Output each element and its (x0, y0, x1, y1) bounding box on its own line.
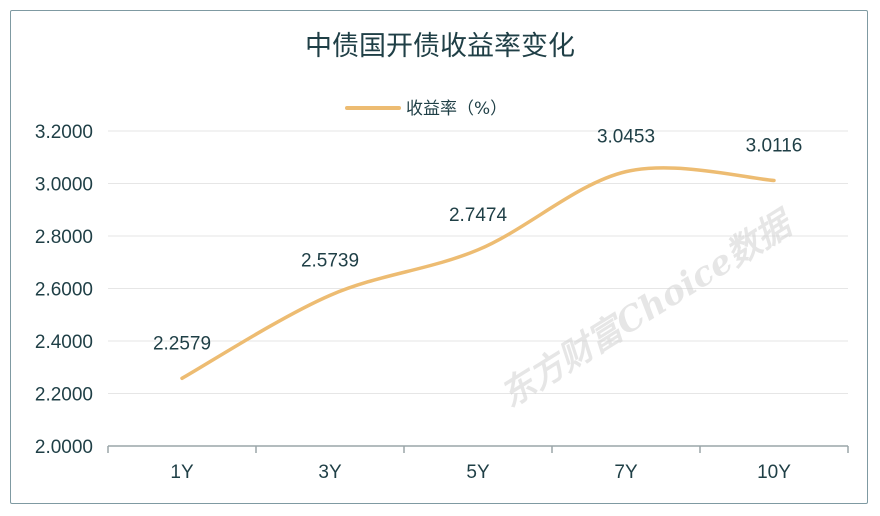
series-yield (180, 166, 776, 381)
data-label: 2.2579 (153, 333, 211, 354)
data-label: 3.0453 (597, 127, 655, 148)
x-tick-label: 1Y (170, 462, 194, 483)
y-tick-label: 2.0000 (35, 437, 93, 458)
legend-label: 收益率（%） (406, 99, 507, 119)
y-axis: 3.2000 3.0000 2.8000 2.6000 2.4000 2.2000 2.00… (35, 122, 93, 458)
chart-title: 中债国开债收益率变化 (305, 31, 575, 62)
legend: 收益率（%） (345, 99, 507, 119)
x-tick-label: 7Y (614, 462, 638, 483)
data-label: 2.5739 (301, 250, 359, 271)
data-label: 2.7474 (449, 205, 508, 226)
x-axis: 1Y 3Y 5Y 7Y 10Y (107, 445, 849, 483)
y-tick-label: 3.0000 (35, 175, 93, 196)
y-tick-label: 2.6000 (35, 280, 93, 301)
x-tick-label: 10Y (757, 462, 791, 483)
y-tick-label: 3.2000 (35, 122, 93, 143)
y-tick-label: 2.2000 (35, 385, 93, 406)
watermark: 东方财富Choice数据 (494, 202, 802, 415)
gridlines (108, 130, 848, 394)
data-label: 3.0116 (746, 135, 803, 156)
y-tick-label: 2.4000 (35, 332, 93, 353)
data-labels: 2.2579 2.5739 2.7474 3.0453 3.0116 (153, 127, 802, 355)
chart-frame (10, 10, 868, 504)
x-tick-label: 5Y (466, 462, 490, 483)
y-tick-label: 2.8000 (35, 227, 93, 248)
series-line (180, 166, 776, 381)
x-tick-label: 3Y (318, 462, 342, 483)
